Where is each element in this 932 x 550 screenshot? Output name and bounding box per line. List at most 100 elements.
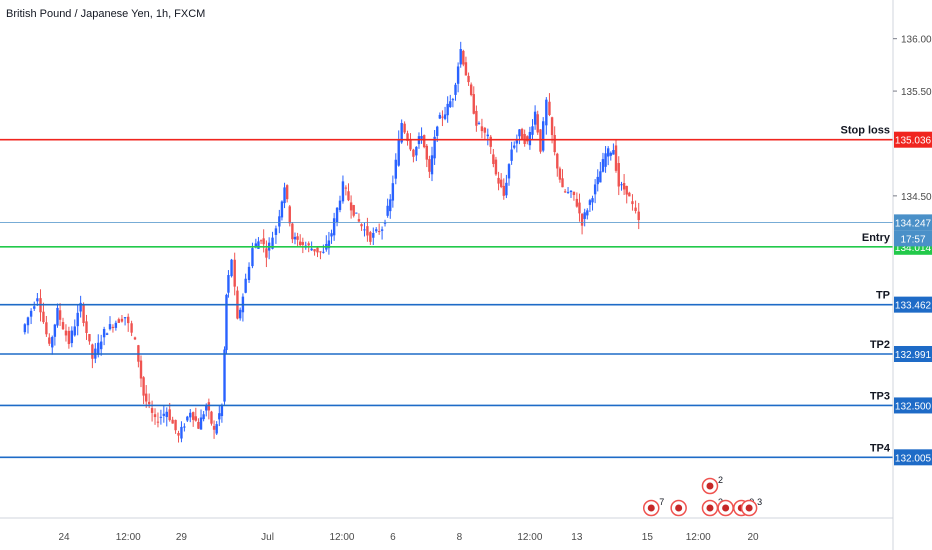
candle-body: [145, 393, 148, 402]
candle-body: [313, 249, 316, 252]
event-flag-core: [706, 504, 714, 512]
x-tick-label: 24: [58, 532, 70, 543]
candle-body: [218, 413, 221, 420]
candle-body: [199, 417, 203, 430]
candle-body: [502, 185, 505, 196]
candle-body: [139, 360, 143, 379]
candle-body: [357, 219, 361, 222]
level-label: Stop loss: [840, 125, 890, 137]
candle-body: [526, 136, 529, 142]
candle-body: [254, 243, 258, 248]
candle-body: [548, 101, 551, 115]
candle-body: [316, 247, 319, 253]
candle-body: [271, 237, 274, 249]
candle-body: [369, 232, 372, 242]
level-price-tag: [894, 449, 932, 466]
candle-body: [36, 298, 39, 302]
candle-body: [569, 190, 573, 193]
candle-body: [307, 243, 310, 246]
candle-body: [583, 212, 586, 219]
candle-body: [114, 322, 118, 328]
candle-body: [194, 416, 198, 421]
candle-body: [409, 139, 412, 150]
candle-body: [634, 207, 637, 212]
candle-body: [430, 155, 434, 175]
candle-body: [403, 123, 406, 133]
candle-body: [494, 159, 498, 175]
candle-body: [183, 426, 186, 428]
candle-body: [67, 330, 71, 345]
candle-body: [45, 322, 48, 335]
candle-body: [528, 131, 532, 146]
candle-body: [454, 84, 457, 95]
candle-body: [191, 412, 195, 420]
candle-body: [558, 168, 562, 180]
candle-body: [142, 377, 145, 396]
candle-body: [162, 413, 166, 416]
candle-body: [299, 241, 302, 246]
candle-body: [283, 187, 286, 204]
candle-body: [531, 126, 534, 135]
candle-body: [33, 306, 36, 309]
candle-body: [486, 134, 489, 137]
candle-body: [553, 134, 556, 153]
candle-body: [497, 177, 500, 184]
candle-body: [604, 153, 607, 167]
candle-body: [422, 135, 426, 148]
level-price-text: 132.500: [895, 401, 932, 412]
candle-body: [220, 404, 224, 417]
candle-body: [441, 116, 444, 118]
candle-body: [29, 310, 33, 317]
event-count: 3: [757, 497, 762, 507]
level-price-text: 132.991: [895, 350, 932, 361]
candle-body: [202, 414, 205, 420]
candle-body: [130, 323, 133, 333]
candle-body: [225, 294, 228, 350]
candle-body: [631, 201, 634, 205]
candle-body: [363, 229, 366, 231]
candle-body: [400, 123, 403, 143]
candle-body: [265, 248, 268, 258]
candle-body: [82, 305, 85, 323]
candle-body: [536, 114, 539, 133]
candle-body: [105, 333, 109, 335]
candle-body: [150, 408, 154, 413]
candle-body: [156, 421, 160, 423]
candle-body: [566, 191, 570, 193]
countdown-text: 17:57: [900, 234, 925, 245]
x-tick-label: 12:00: [116, 532, 141, 543]
candle-body: [438, 114, 442, 119]
x-tick-label: 29: [176, 532, 188, 543]
candle-body: [588, 200, 592, 205]
candle-body: [520, 129, 524, 140]
level-price-text: 134.014: [895, 243, 932, 254]
level-price-tag: [894, 397, 932, 414]
candle-body: [394, 159, 397, 179]
candle-body: [556, 153, 559, 169]
candle-body: [606, 148, 610, 157]
candle-body: [561, 178, 564, 188]
candle-body: [446, 103, 449, 116]
candle-body: [601, 159, 605, 172]
candle-body: [332, 218, 336, 236]
candle-body: [48, 337, 51, 344]
candle-body: [147, 401, 151, 405]
x-tick-label: 8: [457, 532, 463, 543]
x-tick-label: 13: [571, 532, 583, 543]
candle-body: [335, 207, 339, 223]
candle-body: [443, 114, 447, 119]
candle-body: [617, 163, 620, 187]
candle-body: [467, 75, 470, 83]
candle-body: [223, 349, 226, 402]
candle-body: [515, 138, 519, 144]
candle-body: [117, 319, 121, 323]
candle-body: [637, 211, 640, 221]
candle-body: [475, 110, 478, 126]
level-label: TP2: [870, 339, 890, 351]
candle-body: [257, 241, 260, 249]
candle-body: [227, 275, 230, 293]
candle-body: [53, 324, 57, 337]
candle-body: [575, 198, 579, 207]
candle-body: [327, 240, 331, 249]
